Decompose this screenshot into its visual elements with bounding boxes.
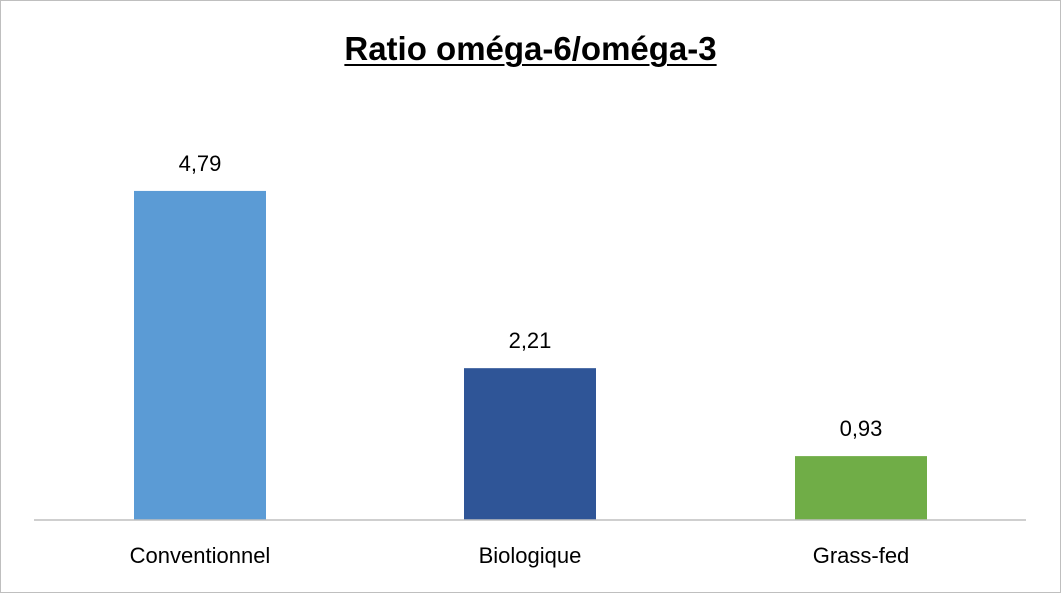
data-label-conventionnel: 4,79 <box>179 151 222 176</box>
bar-biologique <box>464 368 596 520</box>
bar-grass-fed <box>795 456 927 520</box>
bar-conventionnel <box>134 190 266 520</box>
data-label-grass-fed: 0,93 <box>840 416 883 441</box>
labels-group: 4,79 Conventionnel 2,21 Biologique 0,93 Grass… <box>130 151 910 568</box>
data-label-biologique: 2,21 <box>509 328 552 353</box>
chart-title: Ratio oméga-6/oméga-3 <box>344 30 717 67</box>
bars-group <box>134 190 927 520</box>
category-label-conventionnel: Conventionnel <box>130 543 271 568</box>
category-label-grass-fed: Grass-fed <box>813 543 910 568</box>
category-label-biologique: Biologique <box>479 543 582 568</box>
